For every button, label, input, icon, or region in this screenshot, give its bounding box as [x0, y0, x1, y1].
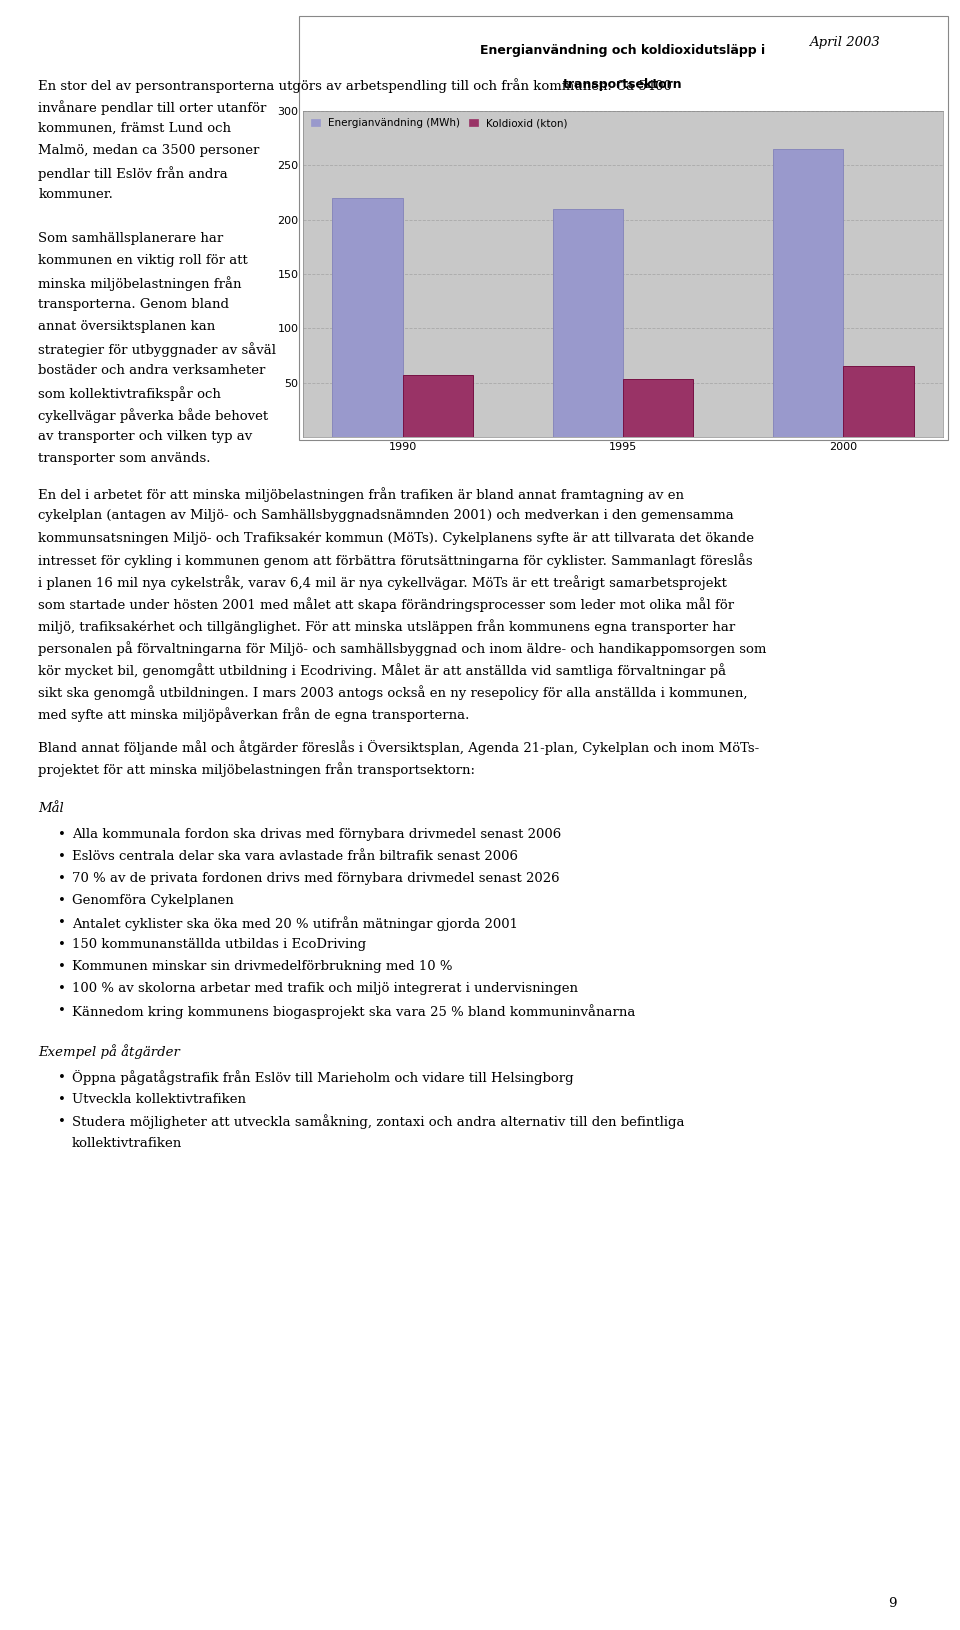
Text: kommuner.: kommuner.	[38, 189, 113, 200]
Text: Bland annat följande mål och åtgärder föreslås i Översiktsplan, Agenda 21-plan, : Bland annat följande mål och åtgärder fö…	[38, 740, 759, 755]
Text: kommunsatsningen Miljö- och Trafiksakér kommun (MöTs). Cykelplanens syfte är att: kommunsatsningen Miljö- och Trafiksakér …	[38, 531, 755, 544]
Text: i planen 16 mil nya cykelstråk, varav 6,4 mil är nya cykellvägar. MöTs är ett tr: i planen 16 mil nya cykelstråk, varav 6,…	[38, 575, 728, 590]
Text: projektet för att minska miljöbelastningen från transportsektorn:: projektet för att minska miljöbelastning…	[38, 763, 475, 778]
Bar	[843, 367, 914, 437]
Text: strategier för utbyggnader av såväl: strategier för utbyggnader av såväl	[38, 342, 276, 357]
Text: Studera möjligheter att utveckla samåkning, zontaxi och andra alternativ till de: Studera möjligheter att utveckla samåkni…	[72, 1115, 684, 1130]
Text: Antalet cyklister ska öka med 20 % utifrån mätningar gjorda 2001: Antalet cyklister ska öka med 20 % utifr…	[72, 916, 518, 931]
Text: En stor del av persontransporterna utgörs av arbetspendling till och från kommun: En stor del av persontransporterna utgör…	[38, 78, 672, 93]
Text: kommunen, främst Lund och: kommunen, främst Lund och	[38, 122, 231, 135]
Text: Kännedom kring kommunens biogasprojekt ska vara 25 % bland kommuninvånarna: Kännedom kring kommunens biogasprojekt s…	[72, 1004, 636, 1019]
Bar	[773, 148, 843, 437]
Text: Som samhällsplanerare har: Som samhällsplanerare har	[38, 231, 224, 244]
Text: 70 % av de privata fordonen drivs med förnybara drivmedel senast 2026: 70 % av de privata fordonen drivs med fö…	[72, 872, 560, 885]
Text: Kommunen minskar sin drivmedelförbrukning med 10 %: Kommunen minskar sin drivmedelförbruknin…	[72, 960, 452, 973]
Text: cykelplan (antagen av Miljö- och Samhällsbyggnadsnämnden 2001) och medverkan i d: cykelplan (antagen av Miljö- och Samhäll…	[38, 509, 734, 522]
Text: Alla kommunala fordon ska drivas med förnybara drivmedel senast 2006: Alla kommunala fordon ska drivas med för…	[72, 828, 562, 841]
Text: transporter som används.: transporter som används.	[38, 452, 211, 465]
Text: •: •	[58, 939, 65, 952]
Text: transportsektorn: transportsektorn	[564, 78, 683, 91]
Text: •: •	[58, 895, 65, 908]
Text: som startade under hösten 2001 med målet att skapa förändringsprocesser som lede: som startade under hösten 2001 med målet…	[38, 597, 734, 613]
Text: En del i arbetet för att minska miljöbelastningen från trafiken är bland annat f: En del i arbetet för att minska miljöbel…	[38, 487, 684, 502]
Text: Malmö, medan ca 3500 personer: Malmö, medan ca 3500 personer	[38, 145, 260, 156]
Text: •: •	[58, 1115, 65, 1128]
Text: April 2003: April 2003	[809, 36, 880, 49]
Text: 9: 9	[889, 1597, 897, 1610]
Text: Öppna pågatågstrafik från Eslöv till Marieholm och vidare till Helsingborg: Öppna pågatågstrafik från Eslöv till Mar…	[72, 1071, 574, 1086]
Text: pendlar till Eslöv från andra: pendlar till Eslöv från andra	[38, 166, 228, 181]
Text: •: •	[58, 828, 65, 841]
Text: som kollektivtrafikspår och: som kollektivtrafikspår och	[38, 386, 221, 401]
Text: cykellvägar påverka både behovet: cykellvägar påverka både behovet	[38, 408, 269, 424]
Text: Utveckla kollektivtrafiken: Utveckla kollektivtrafiken	[72, 1092, 246, 1105]
Text: kör mycket bil, genomgått utbildning i Ecodriving. Målet är att anställda vid sa: kör mycket bil, genomgått utbildning i E…	[38, 663, 727, 678]
Text: miljö, trafiksakérhet och tillgänglighet. För att minska utsläppen från kommunen: miljö, trafiksakérhet och tillgänglighet…	[38, 619, 735, 634]
Text: •: •	[58, 1071, 65, 1084]
Text: kommunen en viktig roll för att: kommunen en viktig roll för att	[38, 254, 248, 267]
Text: sikt ska genomgå utbildningen. I mars 2003 antogs också en ny resepolicy för all: sikt ska genomgå utbildningen. I mars 20…	[38, 685, 748, 701]
Text: intresset för cykling i kommunen genom att förbättra förutsättningarna för cykli: intresset för cykling i kommunen genom a…	[38, 553, 753, 569]
Text: •: •	[58, 960, 65, 973]
Text: •: •	[58, 872, 65, 885]
Text: Eslövs centrala delar ska vara avlastade från biltrafik senast 2006: Eslövs centrala delar ska vara avlastade…	[72, 851, 518, 864]
Text: bostäder och andra verksamheter: bostäder och andra verksamheter	[38, 365, 266, 377]
Text: av transporter och vilken typ av: av transporter och vilken typ av	[38, 430, 252, 443]
Text: Exempel på åtgärder: Exempel på åtgärder	[38, 1045, 180, 1060]
Text: annat översiktsplanen kan: annat översiktsplanen kan	[38, 319, 216, 333]
Text: Mål: Mål	[38, 802, 64, 815]
Bar	[623, 380, 693, 437]
Text: •: •	[58, 983, 65, 996]
Text: 150 kommunanställda utbildas i EcoDriving: 150 kommunanställda utbildas i EcoDrivin…	[72, 939, 366, 952]
Text: Energianvändning och koldioxidutsläpp i: Energianvändning och koldioxidutsläpp i	[480, 44, 766, 57]
Text: Genomföra Cykelplanen: Genomföra Cykelplanen	[72, 895, 233, 908]
Legend: Energianvändning (MWh), Koldioxid (kton): Energianvändning (MWh), Koldioxid (kton)	[308, 116, 570, 130]
Text: •: •	[58, 916, 65, 929]
Text: •: •	[58, 1004, 65, 1017]
Text: kollektivtrafiken: kollektivtrafiken	[72, 1136, 182, 1149]
Text: minska miljöbelastningen från: minska miljöbelastningen från	[38, 275, 242, 292]
Text: •: •	[58, 851, 65, 864]
Text: med syfte att minska miljöpåverkan från de egna transporterna.: med syfte att minska miljöpåverkan från …	[38, 707, 469, 722]
Bar	[553, 209, 623, 437]
Text: transporterna. Genom bland: transporterna. Genom bland	[38, 298, 229, 311]
Bar	[332, 197, 403, 437]
Text: 100 % av skolorna arbetar med trafik och miljö integrerat i undervisningen: 100 % av skolorna arbetar med trafik och…	[72, 983, 578, 996]
Bar	[403, 375, 473, 437]
Text: invånare pendlar till orter utanför: invånare pendlar till orter utanför	[38, 99, 267, 116]
Text: personalen på förvaltningarna för Miljö- och samhällsbyggnad och inom äldre- och: personalen på förvaltningarna för Miljö-…	[38, 641, 767, 657]
Text: •: •	[58, 1092, 65, 1105]
